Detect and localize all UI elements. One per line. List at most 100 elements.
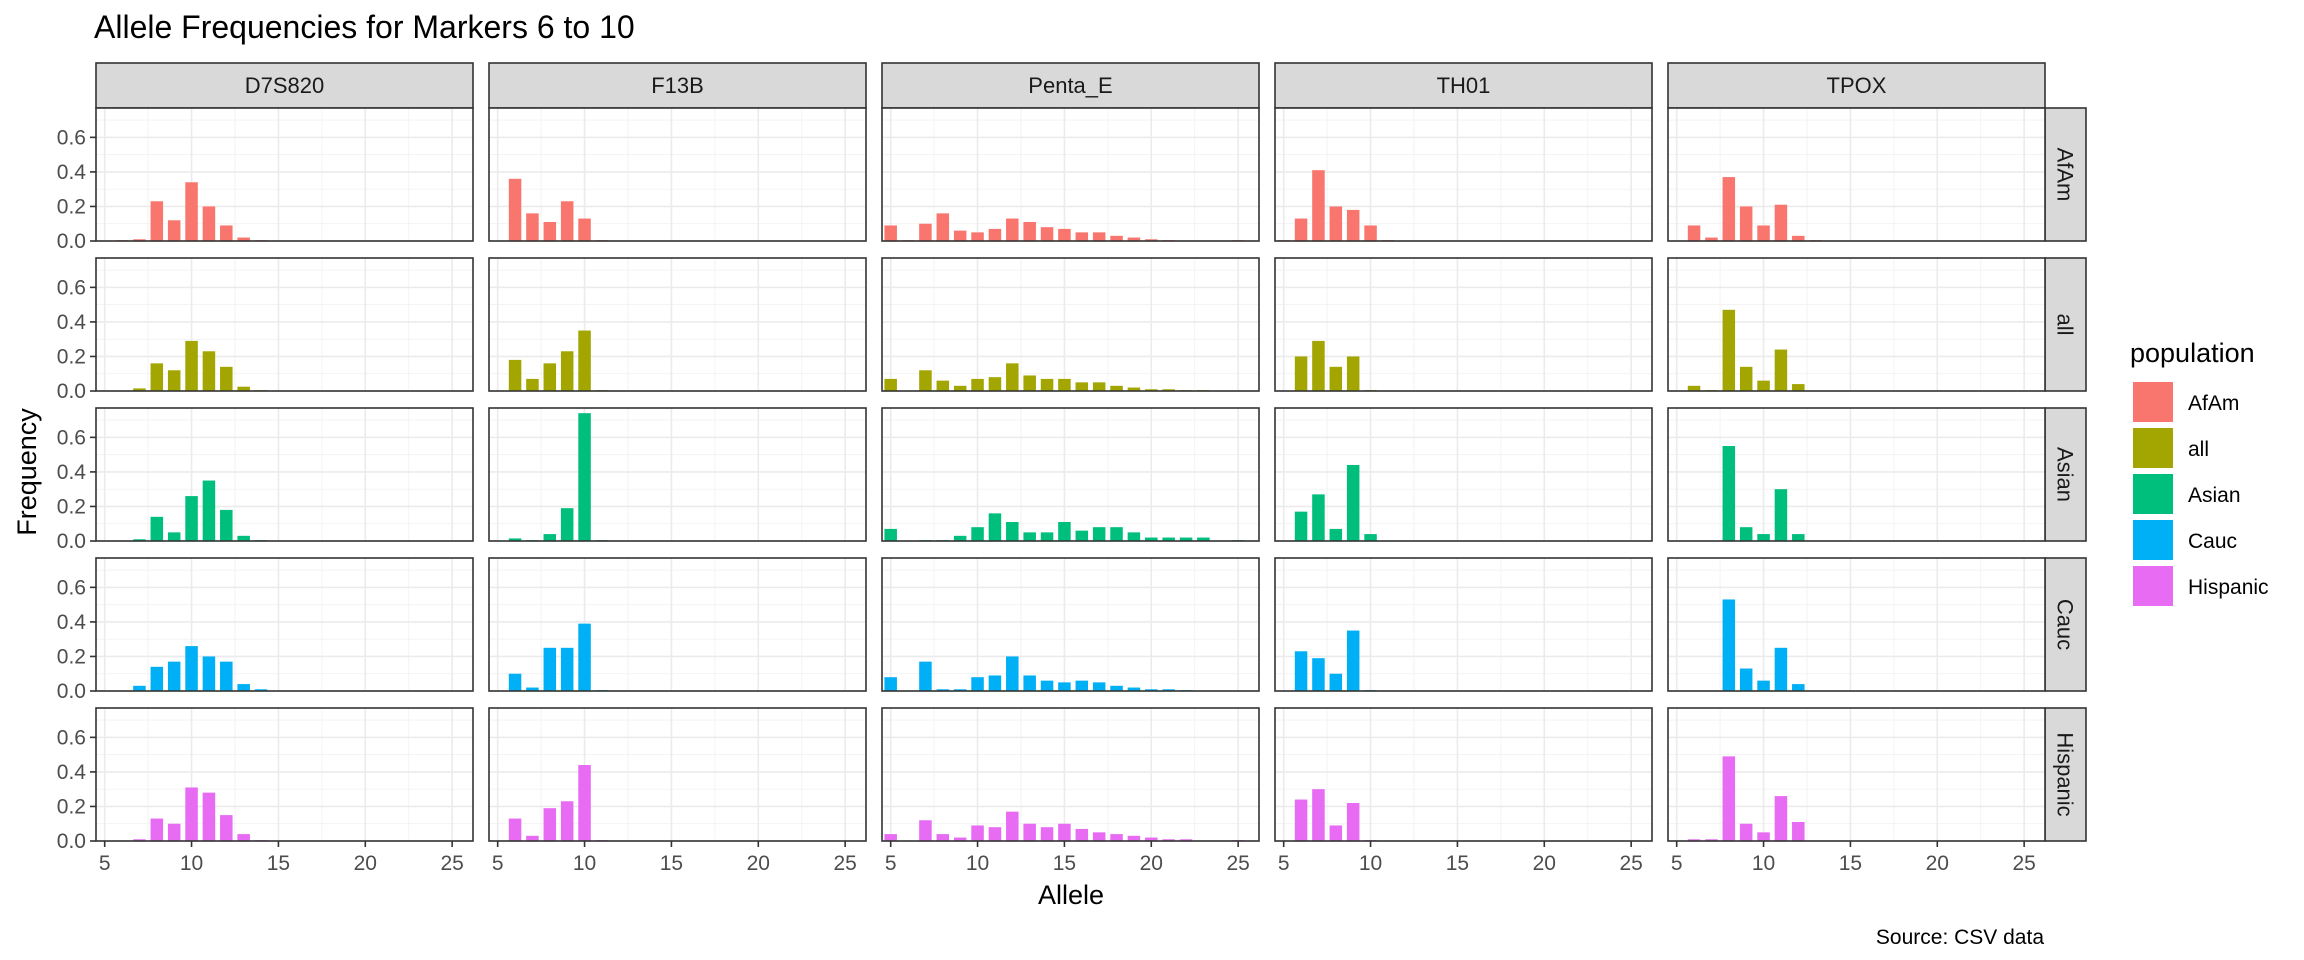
bar-penta-e-hispanic-allele-21 [1162, 839, 1175, 841]
bar-d7s820-cauc-allele-7 [133, 685, 146, 691]
legend-key-asian [2133, 474, 2173, 514]
y-tick-label: 0.6 [57, 576, 86, 599]
bar-penta-e-afam-allele-19 [1127, 237, 1141, 241]
bar-d7s820-asian-allele-11 [202, 480, 216, 541]
bar-f13b-afam-allele-8 [543, 222, 557, 241]
panel-border [488, 707, 867, 842]
bar-d7s820-all-allele-9 [167, 370, 181, 391]
bar-d7s820-hispanic-allele-10 [185, 787, 198, 841]
bar-th01-all-allele-8 [1329, 366, 1343, 391]
bar-d7s820-cauc-allele-10 [185, 646, 198, 691]
bar-penta-e-asian-allele-16 [1075, 530, 1089, 541]
bar-f13b-afam-allele-9 [560, 201, 574, 241]
bar-d7s820-asian-allele-9 [167, 532, 181, 541]
bar-penta-e-afam-allele-8 [936, 213, 950, 241]
bar-tpox-cauc-allele-9 [1739, 668, 1753, 691]
panel-border [881, 707, 1260, 842]
bar-tpox-asian-allele-10 [1757, 534, 1770, 541]
legend-key-hispanic [2133, 566, 2173, 606]
panel-background [882, 708, 1259, 841]
legend: population AfAm all Asian Cauc Hispanic [2130, 338, 2269, 606]
bar-penta-e-asian-allele-20 [1145, 537, 1158, 541]
bar-tpox-all-allele-11 [1774, 349, 1788, 391]
bar-penta-e-hispanic-allele-19 [1127, 835, 1141, 841]
bar-penta-e-asian-allele-13 [1023, 532, 1036, 541]
bar-penta-e-afam-allele-15 [1058, 228, 1071, 241]
bar-penta-e-hispanic-allele-10 [971, 825, 984, 841]
bar-f13b-all-allele-6 [508, 359, 522, 391]
bar-penta-e-asian-allele-14 [1040, 532, 1054, 541]
bar-th01-hispanic-allele-6 [1294, 799, 1308, 841]
panel-penta-e-asian [881, 407, 1260, 542]
y-tick-label: 0.0 [57, 830, 86, 853]
bar-penta-e-cauc-allele-14 [1040, 680, 1054, 691]
panel-background [882, 258, 1259, 391]
panel-background [1275, 708, 1652, 841]
x-tick-label: 10 [180, 852, 203, 875]
panel-border [95, 707, 474, 842]
panel-border [1667, 257, 2046, 392]
y-tick-label: 0.0 [57, 680, 86, 703]
y-tick-label: 0.4 [57, 311, 87, 334]
panel-d7s820-cauc [95, 557, 474, 692]
bar-penta-e-asian-allele-15 [1058, 522, 1071, 541]
bar-f13b-all-allele-7 [526, 378, 539, 391]
bar-penta-e-all-allele-9 [953, 385, 967, 391]
bar-penta-e-all-allele-21 [1162, 389, 1175, 391]
bar-penta-e-cauc-allele-21 [1162, 689, 1175, 691]
bar-f13b-hispanic-allele-8 [543, 808, 557, 841]
panel-border [881, 557, 1260, 692]
bar-th01-all-allele-7 [1312, 340, 1325, 391]
panel-th01-cauc [1274, 557, 1653, 692]
bar-f13b-asian-allele-9 [560, 508, 574, 541]
x-axis-title: Allele [1038, 880, 1104, 910]
bar-tpox-hispanic-allele-6 [1687, 839, 1701, 841]
bar-d7s820-hispanic-allele-7 [133, 839, 146, 841]
y-tick-label: 0.4 [57, 161, 87, 184]
facet-row-strip-label-asian: Asian [2053, 447, 2078, 502]
bar-d7s820-hispanic-allele-12 [220, 815, 233, 841]
panel-tpox-cauc [1667, 557, 2046, 692]
bar-d7s820-asian-allele-8 [150, 516, 164, 541]
panel-tpox-hispanic [1667, 707, 2046, 842]
bar-penta-e-asian-allele-12 [1006, 522, 1019, 541]
panel-d7s820-hispanic [95, 707, 474, 842]
panel-background [489, 108, 866, 241]
bar-penta-e-afam-allele-5 [884, 225, 897, 241]
panel-th01-all [1274, 257, 1653, 392]
bar-tpox-cauc-allele-11 [1774, 647, 1788, 691]
bar-penta-e-cauc-allele-10 [971, 677, 984, 691]
panel-f13b-afam [488, 107, 867, 242]
panel-border [488, 407, 867, 542]
bar-th01-hispanic-allele-7 [1312, 789, 1325, 841]
bar-penta-e-cauc-allele-9 [953, 689, 967, 691]
facet-row-strip-label-afam: AfAm [2053, 148, 2078, 202]
bar-d7s820-cauc-allele-8 [150, 666, 164, 691]
caption: Source: CSV data [1876, 926, 2044, 949]
bar-penta-e-cauc-allele-8 [936, 689, 950, 691]
x-tick-label: 15 [267, 852, 290, 875]
panel-tpox-asian [1667, 407, 2046, 542]
y-tick-label: 0.6 [57, 726, 86, 749]
x-tick-label: 25 [1226, 852, 1249, 875]
bar-penta-e-cauc-allele-5 [884, 677, 897, 691]
bar-th01-all-allele-9 [1346, 356, 1360, 391]
panel-border [1274, 407, 1653, 542]
bar-tpox-hispanic-allele-7 [1705, 839, 1718, 841]
bar-tpox-afam-allele-12 [1792, 235, 1805, 241]
bar-d7s820-afam-allele-7 [133, 239, 146, 241]
bar-f13b-asian-allele-10 [578, 413, 591, 541]
facet-strip-label-tpox: TPOX [1827, 73, 1887, 98]
x-tick-label: 5 [99, 852, 111, 875]
bar-f13b-hispanic-allele-10 [578, 765, 591, 841]
panel-d7s820-afam [95, 107, 474, 242]
bar-d7s820-all-allele-13 [237, 386, 250, 391]
bar-tpox-all-allele-8 [1722, 309, 1736, 391]
bar-penta-e-cauc-allele-17 [1092, 682, 1106, 691]
panel-background [882, 558, 1259, 691]
bar-penta-e-cauc-allele-19 [1127, 687, 1141, 691]
bar-penta-e-asian-allele-21 [1162, 537, 1175, 541]
facet-row-strip-label-all: all [2053, 313, 2078, 335]
bar-penta-e-cauc-allele-13 [1023, 675, 1036, 691]
